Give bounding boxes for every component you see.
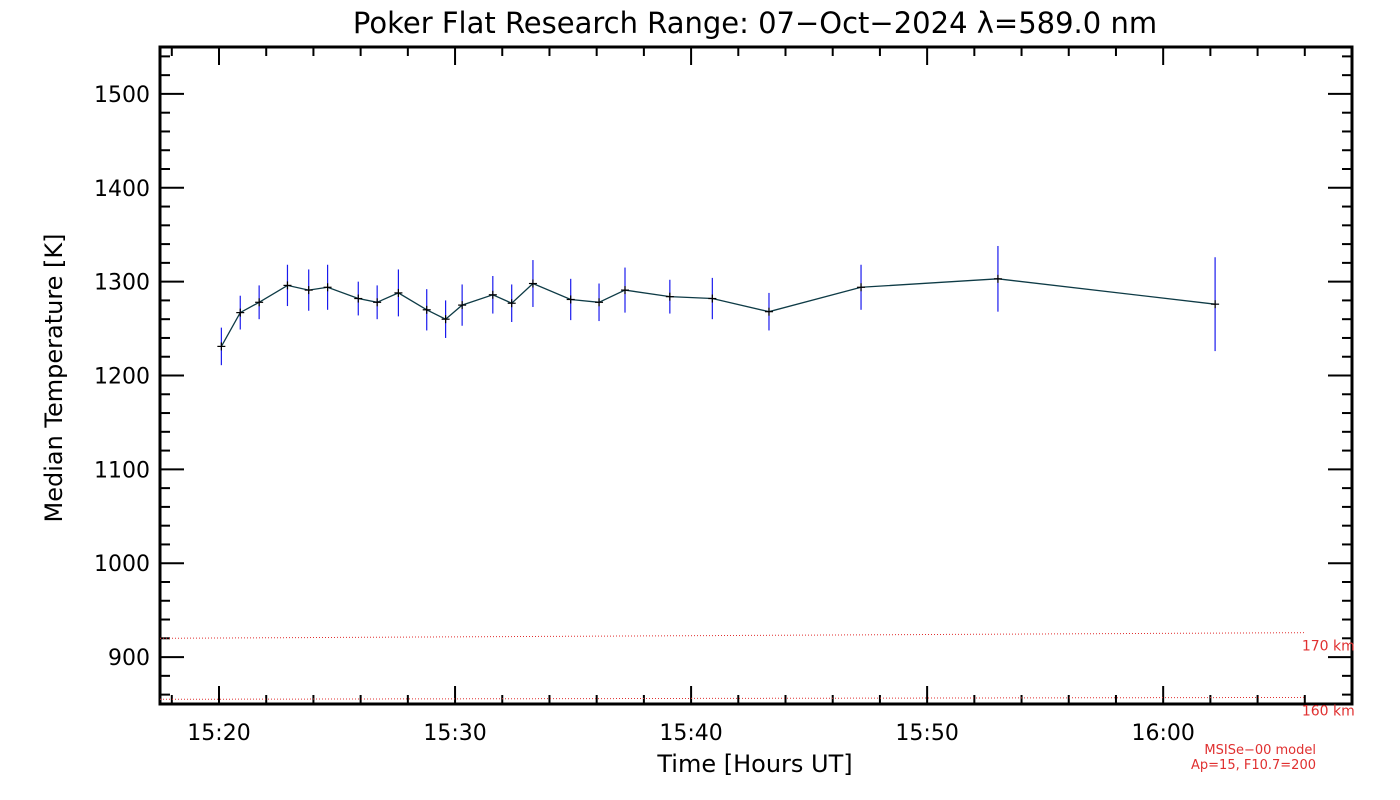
model-line-label: 160 km [1302, 703, 1355, 719]
x-tick-label: 15:20 [187, 721, 250, 746]
x-axis: 15:20 15:30 15:40 15:50 16:00 [170, 47, 1306, 746]
data-point [217, 342, 226, 351]
data-point [394, 288, 403, 297]
data-point [488, 290, 497, 299]
model-line [159, 696, 1305, 700]
data-point [354, 294, 363, 303]
data-point [236, 308, 245, 317]
data-point [764, 307, 773, 316]
data-point [323, 283, 332, 292]
data-point [528, 279, 537, 288]
series-line [220, 278, 1216, 347]
y-tick-label: 900 [108, 646, 150, 671]
data-point [304, 286, 313, 295]
data-point [283, 281, 292, 290]
plot-frame [158, 45, 1354, 706]
y-tick-label: 1200 [94, 365, 150, 390]
y-axis: 900 1000 1100 1200 1300 1400 1500 [94, 55, 1352, 696]
y-tick-label: 1100 [94, 458, 150, 483]
x-tick-label: 15:50 [895, 721, 958, 746]
data-point [708, 294, 717, 303]
y-tick-label: 1300 [94, 271, 150, 296]
data-point [1211, 300, 1220, 309]
model-line-label: 170 km [1302, 639, 1355, 655]
model-note: MSISe−00 model [1204, 743, 1316, 758]
data-point [665, 292, 674, 301]
y-tick-label: 1000 [94, 552, 150, 577]
temperature-series [217, 245, 1220, 366]
data-point [373, 298, 382, 307]
data-point [507, 299, 516, 308]
model-params-note: Ap=15, F10.7=200 [1191, 758, 1316, 773]
y-tick-label: 1500 [94, 83, 150, 108]
data-point [620, 286, 629, 295]
data-point [458, 301, 467, 310]
x-axis-label: Time [Hours UT] [656, 750, 852, 778]
data-point [566, 295, 575, 304]
data-point [857, 283, 866, 292]
data-point [595, 298, 604, 307]
data-point [993, 274, 1002, 283]
data-point [441, 315, 450, 324]
y-axis-label: Median Temperature [K] [40, 233, 68, 522]
x-tick-label: 16:00 [1131, 721, 1194, 746]
model-line [159, 632, 1305, 639]
plot-border [158, 45, 1354, 706]
chart-title: Poker Flat Research Range: 07−Oct−2024 λ… [353, 6, 1157, 40]
data-point [422, 305, 431, 314]
y-tick-label: 1400 [94, 177, 150, 202]
data-point [255, 298, 264, 307]
x-tick-label: 15:30 [423, 721, 486, 746]
model-lines: 170 km 160 km [159, 632, 1355, 719]
x-tick-label: 15:40 [659, 721, 722, 746]
